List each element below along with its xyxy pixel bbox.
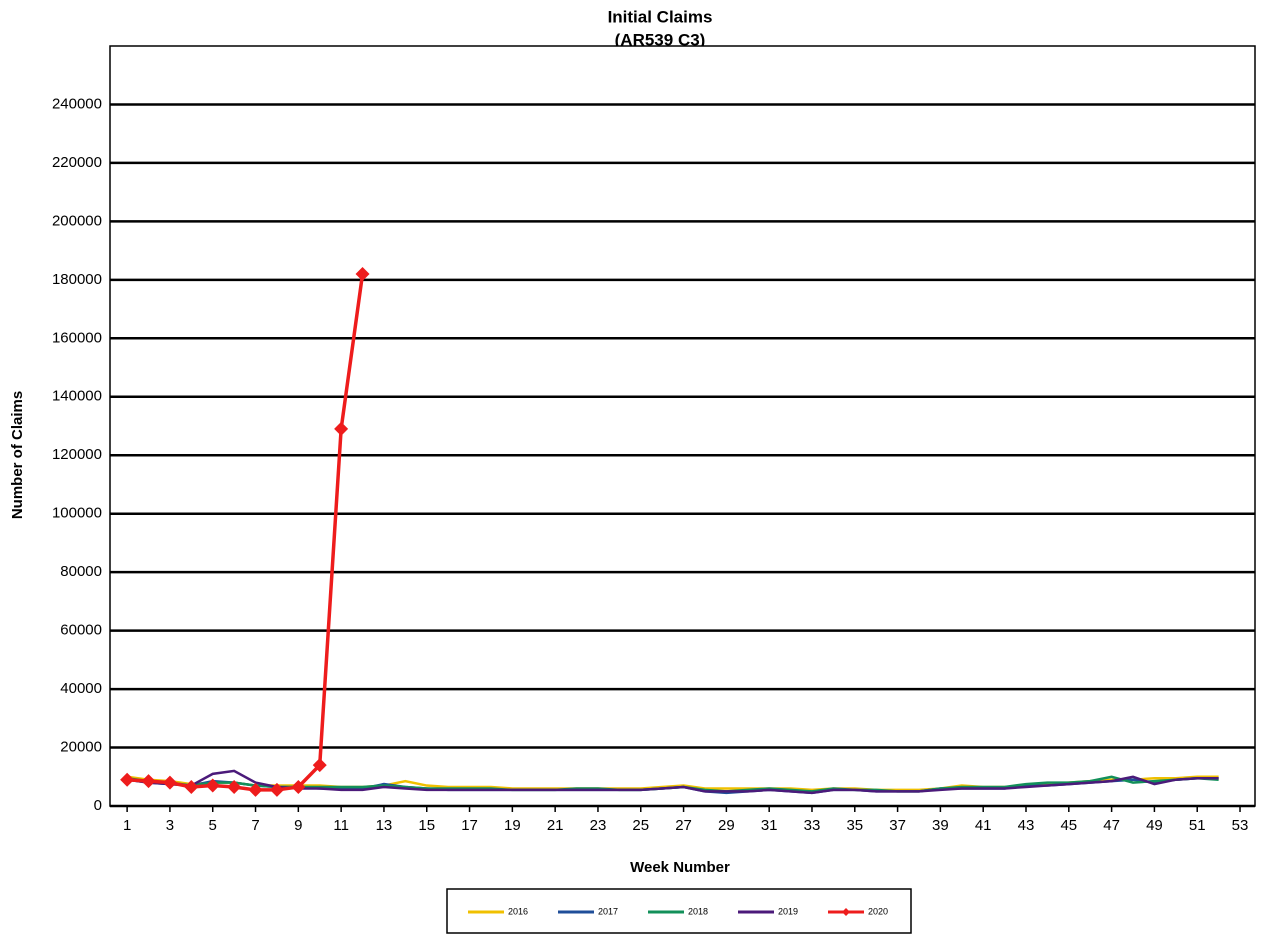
y-tick-label: 0 <box>94 797 102 814</box>
x-tick-label: 31 <box>761 817 778 834</box>
x-tick-label: 29 <box>718 817 735 834</box>
point-marker <box>355 267 370 281</box>
x-tick-label: 1 <box>123 817 131 834</box>
legend-label: 2020 <box>868 906 888 916</box>
chart-title: Initial Claims <box>608 7 713 26</box>
x-tick-label: 19 <box>504 817 521 834</box>
point-marker <box>312 758 327 773</box>
point-marker <box>291 780 306 794</box>
x-tick-label: 41 <box>975 817 992 834</box>
y-tick-label: 120000 <box>52 446 102 463</box>
legend-label: 2016 <box>508 906 528 916</box>
point-marker <box>162 775 177 790</box>
x-tick-label: 21 <box>547 817 564 834</box>
plot-area <box>109 45 1256 807</box>
x-tick-label: 53 <box>1232 817 1249 834</box>
x-tick-label: 45 <box>1060 817 1077 834</box>
point-marker <box>141 774 156 789</box>
x-tick-label: 25 <box>632 817 649 834</box>
y-tick-label: 80000 <box>60 563 102 580</box>
point-marker <box>269 782 284 797</box>
y-tick-label: 40000 <box>60 680 102 697</box>
x-tick-label: 5 <box>209 817 217 834</box>
x-tick-label: 33 <box>804 817 821 834</box>
x-tick-label: 27 <box>675 817 692 834</box>
y-tick-label: 60000 <box>60 622 102 639</box>
y-tick-label: 140000 <box>52 388 102 405</box>
x-tick-label: 13 <box>376 817 393 834</box>
legend-label: 2017 <box>598 906 618 916</box>
x-tick-label: 3 <box>166 817 174 834</box>
x-tick-label: 23 <box>590 817 607 834</box>
x-tick-label: 43 <box>1018 817 1035 834</box>
point-marker <box>184 780 199 794</box>
y-tick-label: 240000 <box>52 95 102 112</box>
point-marker <box>334 421 349 436</box>
y-tick-label: 160000 <box>52 329 102 346</box>
x-tick-label: 51 <box>1189 817 1206 834</box>
x-tick-label: 39 <box>932 817 949 834</box>
point-marker <box>227 780 242 794</box>
legend-label: 2019 <box>778 906 798 916</box>
point-marker <box>120 772 135 787</box>
y-axis-label: Number of Claims <box>9 391 26 519</box>
x-tick-label: 35 <box>846 817 863 834</box>
x-tick-label: 37 <box>889 817 906 834</box>
legend-marker <box>842 908 850 916</box>
x-tick-label: 7 <box>251 817 259 834</box>
x-tick-label: 49 <box>1146 817 1163 834</box>
y-tick-label: 20000 <box>60 739 102 756</box>
x-tick-label: 47 <box>1103 817 1120 834</box>
y-tick-label: 220000 <box>52 154 102 171</box>
chart-subtitle: (AR539 C3) <box>615 30 706 49</box>
x-tick-label: 17 <box>461 817 478 834</box>
point-marker <box>248 782 263 797</box>
x-tick-label: 9 <box>294 817 302 834</box>
series-line <box>126 769 1219 795</box>
x-axis-label: Week Number <box>630 859 730 876</box>
y-tick-label: 180000 <box>52 271 102 288</box>
y-tick-label: 100000 <box>52 505 102 522</box>
y-tick-label: 200000 <box>52 212 102 229</box>
x-tick-label: 15 <box>418 817 435 834</box>
legend-label: 2018 <box>688 906 708 916</box>
point-marker <box>205 778 220 793</box>
x-tick-label: 11 <box>333 817 349 834</box>
